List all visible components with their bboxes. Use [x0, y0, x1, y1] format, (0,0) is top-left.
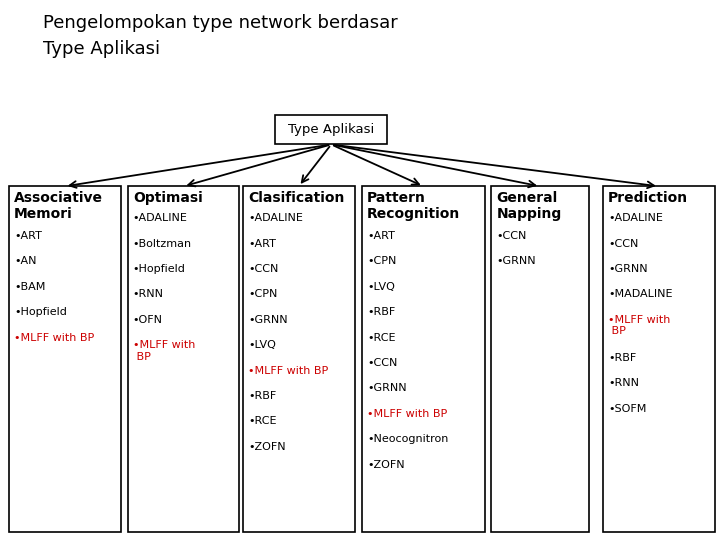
Bar: [603, 186, 714, 532]
Text: Pengelompokan type network berdasar: Pengelompokan type network berdasar: [43, 14, 398, 31]
Text: •MLFF with
 BP: •MLFF with BP: [608, 315, 670, 336]
Text: •ADALINE: •ADALINE: [608, 213, 663, 224]
Bar: [9, 186, 120, 532]
Text: •ART: •ART: [14, 231, 42, 241]
Bar: [491, 186, 589, 532]
Bar: [128, 186, 240, 532]
Bar: [362, 186, 485, 532]
Text: Type Aplikasi: Type Aplikasi: [43, 40, 161, 58]
Text: •ART: •ART: [367, 231, 395, 241]
Text: •RNN: •RNN: [608, 378, 639, 388]
Text: •SOFM: •SOFM: [608, 404, 647, 414]
Text: •RBF: •RBF: [367, 307, 395, 318]
Text: •CPN: •CPN: [367, 256, 397, 267]
Text: •LVQ: •LVQ: [248, 340, 276, 350]
Bar: [275, 114, 387, 144]
Text: •RCE: •RCE: [248, 416, 276, 427]
Bar: [243, 186, 354, 532]
Text: •ADALINE: •ADALINE: [133, 213, 188, 224]
Text: •ZOFN: •ZOFN: [248, 442, 286, 452]
Text: •OFN: •OFN: [133, 315, 163, 325]
Text: •AN: •AN: [14, 256, 37, 267]
Text: Pattern
Recognition: Pattern Recognition: [367, 191, 461, 221]
Text: •GRNN: •GRNN: [248, 315, 288, 325]
Text: •ADALINE: •ADALINE: [248, 213, 303, 224]
Text: •MADALINE: •MADALINE: [608, 289, 672, 300]
Text: •Hopfield: •Hopfield: [133, 264, 186, 274]
Text: •Neocognitron: •Neocognitron: [367, 434, 449, 444]
Text: •MLFF with BP: •MLFF with BP: [248, 366, 328, 376]
Text: Type Aplikasi: Type Aplikasi: [288, 123, 374, 136]
Text: •MLFF with BP: •MLFF with BP: [14, 333, 94, 343]
Text: •RCE: •RCE: [367, 333, 396, 343]
Text: •RBF: •RBF: [608, 353, 636, 363]
Text: •GRNN: •GRNN: [497, 256, 536, 267]
Text: •ART: •ART: [248, 239, 276, 249]
Text: •CCN: •CCN: [608, 239, 639, 249]
Text: •CCN: •CCN: [497, 231, 527, 241]
Text: •MLFF with BP: •MLFF with BP: [367, 409, 447, 419]
Text: •BAM: •BAM: [14, 282, 45, 292]
Text: •CCN: •CCN: [248, 264, 279, 274]
Text: •RNN: •RNN: [133, 289, 164, 300]
Text: •CCN: •CCN: [367, 358, 397, 368]
Text: •MLFF with
 BP: •MLFF with BP: [133, 340, 195, 362]
Text: Prediction: Prediction: [608, 191, 688, 205]
Text: •RBF: •RBF: [248, 391, 276, 401]
Text: Clasification: Clasification: [248, 191, 344, 205]
Text: •ZOFN: •ZOFN: [367, 460, 405, 470]
Text: •GRNN: •GRNN: [608, 264, 648, 274]
Text: Optimasi: Optimasi: [133, 191, 202, 205]
Text: •LVQ: •LVQ: [367, 282, 395, 292]
Text: •GRNN: •GRNN: [367, 383, 407, 394]
Text: Associative
Memori: Associative Memori: [14, 191, 103, 221]
Text: •Boltzman: •Boltzman: [133, 239, 192, 249]
Text: •Hopfield: •Hopfield: [14, 307, 67, 318]
Text: •CPN: •CPN: [248, 289, 277, 300]
Text: General
Napping: General Napping: [497, 191, 562, 221]
